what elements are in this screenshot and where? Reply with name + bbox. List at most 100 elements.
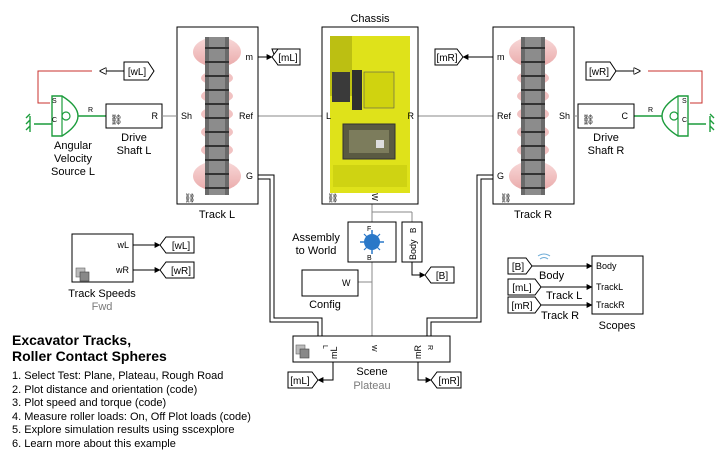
angular-velocity-source-l[interactable]: S R C Angular Velocity Source L (25, 95, 95, 178)
from-mr-text: [mR] (511, 301, 532, 312)
drive-shaft-l-block[interactable]: ⛓ R Drive Shaft L (105, 103, 163, 157)
tag-wl-out-text: [wL] (172, 241, 191, 252)
model-title-line-2: Roller Contact Spheres (12, 348, 167, 364)
step-2-link[interactable]: 2. Plot distance and orientation (code) (12, 383, 198, 396)
scene-port-l: L (321, 345, 328, 349)
track-l-port-sh: Sh (181, 111, 192, 121)
signal-label-trackl: Track L (546, 290, 582, 302)
chassis-port-w: W (370, 193, 379, 201)
track-r-label: Track R (514, 209, 552, 221)
tag-b-text: [B] (436, 271, 448, 282)
scopes-block[interactable]: Body TrackL TrackR Scopes (591, 255, 644, 332)
scene-out-ml: mL (329, 346, 339, 359)
track-r-port-ref: Ref (497, 111, 512, 121)
track-l-port-ref: Ref (239, 111, 254, 121)
chassis-link-icon: ⛓ (327, 193, 338, 203)
assembly-to-world-block[interactable]: Assembly to World F B Body B (292, 221, 423, 263)
tag-ml-scene-text: [mL] (290, 376, 310, 387)
track-speeds-block[interactable]: wL wR Track Speeds Fwd (68, 233, 136, 313)
from-tag-b[interactable]: [B] (507, 257, 533, 275)
goto-tag-ml[interactable]: [mL] (271, 48, 301, 66)
drive-l-link-icon: ⛓ (110, 114, 123, 126)
assembly-frame-icon (360, 230, 384, 254)
step-1-link[interactable]: 1. Select Test: Plane, Plateau, Rough Ro… (12, 370, 224, 382)
goto-tag-wl-out[interactable]: [wL] (159, 236, 195, 254)
assembly-label-2: to World (296, 245, 337, 257)
drive-r-label-1: Drive (593, 132, 619, 144)
track-l-block[interactable]: m Ref Sh G ⛓ Track L (176, 26, 259, 221)
config-port-w: W (342, 278, 351, 288)
source-l-port-r: R (88, 107, 93, 114)
source-l-label-1: Angular (54, 140, 92, 152)
scene-port-w: W (370, 345, 377, 352)
config-label: Config (309, 299, 341, 311)
scene-block[interactable]: L W R mL mR Scene Plateau (292, 335, 451, 392)
track-r-port-g: G (497, 171, 504, 181)
physical-connections (258, 115, 493, 336)
goto-tag-b[interactable]: [B] (424, 266, 455, 284)
assembly-port-f: F (367, 226, 371, 233)
track-l-link-icon: ⛓ (184, 193, 195, 203)
source-r-signal (616, 71, 703, 104)
track-speeds-out-wl: wL (116, 240, 129, 250)
drive-r-link-icon: ⛓ (582, 114, 595, 126)
scene-port-r: R (426, 345, 433, 350)
assembly-port-b: B (367, 255, 372, 262)
drive-shaft-r-block[interactable]: ⛓ C Drive Shaft R (577, 103, 635, 157)
scopes-label: Scopes (599, 320, 636, 332)
model-notes: Excavator Tracks, Roller Contact Spheres… (12, 332, 251, 451)
scene-label: Scene (356, 366, 387, 378)
goto-tag-mr-scene[interactable]: [mR] (430, 371, 462, 389)
source-l-label-3: Source L (51, 166, 95, 178)
step-3-link[interactable]: 3. Plot speed and torque (code) (12, 397, 167, 409)
chassis-image (330, 36, 410, 193)
step-4-link[interactable]: 4. Measure roller loads: On, Off Plot lo… (12, 410, 251, 423)
source-l-label-2: Velocity (54, 153, 92, 165)
from-b-text: [B] (512, 262, 524, 273)
track-l-label: Track L (199, 209, 235, 221)
track-speeds-out-wr: wR (115, 265, 129, 275)
step-6-link[interactable]: 6. Learn more about this example (12, 437, 176, 450)
goto-tag-ml-scene[interactable]: [mL] (287, 371, 319, 389)
scopes-in-body: Body (596, 261, 617, 271)
scopes-in-trackr: TrackR (596, 300, 625, 310)
source-r-port-r: R (648, 107, 653, 114)
wifi-logging-icon (537, 253, 551, 260)
ground-connections (258, 174, 493, 336)
config-block[interactable]: W Config (301, 269, 359, 311)
track-speeds-label: Track Speeds (68, 288, 136, 300)
signal-label-body: Body (539, 270, 565, 282)
goto-tag-wr-out[interactable]: [wR] (159, 261, 195, 279)
track-r-image (509, 37, 557, 195)
track-l-port-g: G (246, 171, 253, 181)
from-tag-wr[interactable]: [wR] (585, 61, 617, 81)
scene-out-mr: mR (413, 345, 423, 359)
scope-signal-labels: Body Track L Track R (537, 253, 582, 322)
goto-tag-mr[interactable]: [mR] (434, 48, 464, 66)
scopes-in-trackl: TrackL (596, 282, 623, 292)
tag-mr-scene-text: [mR] (438, 376, 459, 387)
assembly-label-1: Assembly (292, 232, 340, 244)
from-tag-ml-scope[interactable]: [mL] (507, 278, 542, 296)
track-r-block[interactable]: m Ref Sh G ⛓ Track R (492, 26, 575, 221)
source-r-port-c: C (682, 117, 687, 124)
chassis-block[interactable]: Chassis L R W ⛓ (321, 13, 419, 205)
from-ml-text: [mL] (512, 283, 532, 294)
source-l-port-c: C (52, 117, 57, 124)
drive-l-label-2: Shaft L (117, 145, 152, 157)
track-r-port-sh: Sh (559, 111, 570, 121)
drive-l-port-r: R (152, 111, 159, 121)
track-l-image (193, 37, 241, 195)
angular-velocity-source-r[interactable]: S R C (648, 95, 715, 137)
drive-l-label-1: Drive (121, 132, 147, 144)
from-tag-mr-scope[interactable]: [mR] (507, 296, 542, 314)
step-5-link[interactable]: 5. Explore simulation results using ssce… (12, 424, 235, 436)
drive-r-label-2: Shaft R (588, 145, 625, 157)
tag-wr-text: [wR] (589, 67, 609, 78)
track-r-link-icon: ⛓ (500, 193, 511, 203)
assembly-body-port-b: B (409, 228, 418, 233)
source-r-port-s: S (682, 98, 687, 105)
tag-wr-out-text: [wR] (171, 266, 191, 277)
from-tag-wl[interactable]: [wL] (123, 61, 155, 81)
